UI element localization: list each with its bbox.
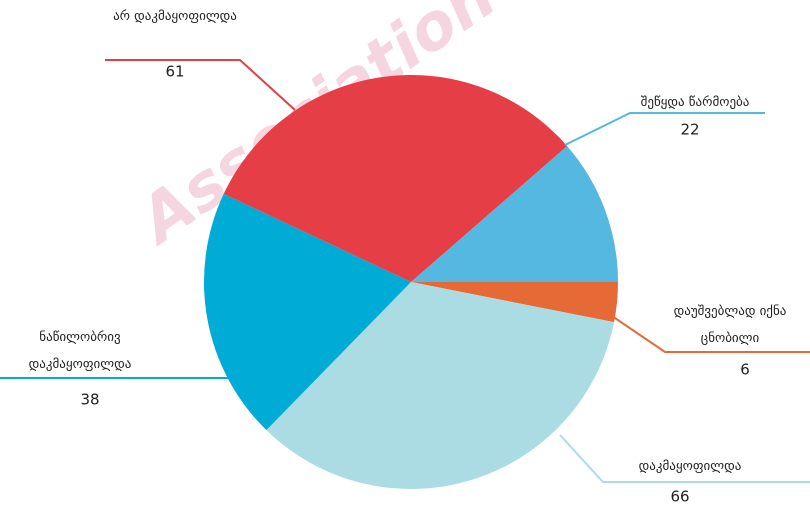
leader-line <box>105 59 296 111</box>
leader-line <box>564 112 765 146</box>
pie-slice <box>223 75 568 282</box>
category-label: არ დაკმაყოფილდა <box>113 9 237 24</box>
category-label-box: დაუშვებლად იქნა ცნობილი <box>673 304 787 346</box>
category-label: შეწყდა წარმოება <box>640 95 750 110</box>
category-label: ნაწილობრივ დაკმაყოფილდა <box>28 330 132 372</box>
pie-slice <box>203 193 411 431</box>
value-label: 61 <box>165 63 184 81</box>
leader-line <box>0 329 267 379</box>
leader-line <box>611 315 810 353</box>
pie-slice <box>411 146 618 282</box>
value-label: 22 <box>680 121 699 139</box>
category-label-box: ნაწილობრივ დაკმაყოფილდა <box>28 330 132 372</box>
category-label-box: შეწყდა წარმოება <box>640 95 750 110</box>
category-label-box: არ დაკმაყოფილდა <box>113 9 237 24</box>
category-label-box: დაკმაყოფილდა <box>638 459 742 474</box>
pie-slice <box>266 282 615 489</box>
value-label: 38 <box>80 391 99 409</box>
value-label: 6 <box>740 361 750 379</box>
category-label: დაკმაყოფილდა <box>638 459 742 474</box>
category-label: დაუშვებლად იქნა ცნობილი <box>673 304 787 346</box>
value-label: 66 <box>670 488 689 506</box>
leader-line <box>559 434 810 483</box>
pie-slice <box>411 282 618 323</box>
